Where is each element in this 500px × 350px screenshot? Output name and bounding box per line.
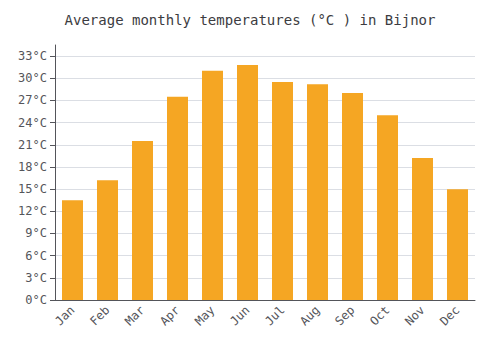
svg-text:12°C: 12°C — [18, 204, 47, 218]
svg-text:33°C: 33°C — [18, 49, 47, 63]
svg-text:Jul: Jul — [262, 303, 287, 328]
svg-text:Mar: Mar — [122, 303, 147, 328]
svg-text:Nov: Nov — [402, 303, 427, 328]
svg-text:Aug: Aug — [297, 303, 322, 328]
svg-text:24°C: 24°C — [18, 116, 47, 130]
svg-text:0°C: 0°C — [25, 293, 47, 307]
svg-text:18°C: 18°C — [18, 160, 47, 174]
svg-text:Dec: Dec — [437, 303, 462, 328]
svg-text:30°C: 30°C — [18, 71, 47, 85]
svg-text:Apr: Apr — [157, 303, 182, 328]
svg-text:Average monthly temperatures (: Average monthly temperatures (°C ) in Bi… — [65, 12, 436, 28]
svg-text:Jun: Jun — [227, 303, 252, 328]
svg-text:Jan: Jan — [52, 303, 77, 328]
svg-text:3°C: 3°C — [25, 271, 47, 285]
svg-text:15°C: 15°C — [18, 182, 47, 196]
svg-text:21°C: 21°C — [18, 138, 47, 152]
svg-text:May: May — [192, 303, 217, 328]
svg-text:Feb: Feb — [87, 303, 112, 328]
svg-text:27°C: 27°C — [18, 93, 47, 107]
svg-text:Sep: Sep — [332, 303, 357, 328]
svg-text:9°C: 9°C — [25, 226, 47, 240]
svg-text:Oct: Oct — [367, 303, 392, 328]
svg-text:6°C: 6°C — [25, 249, 47, 263]
